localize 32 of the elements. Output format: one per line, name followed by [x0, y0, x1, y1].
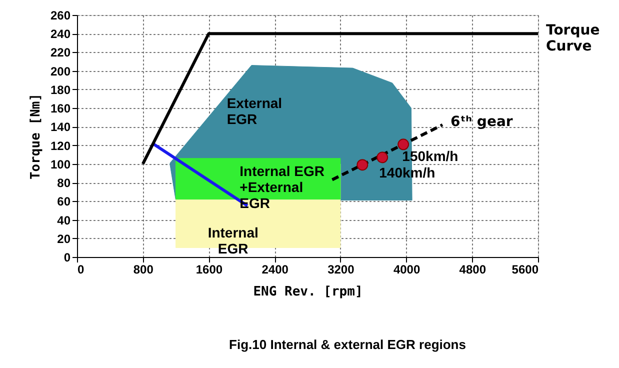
- x-tick-label: 800: [133, 262, 154, 276]
- x-tick-label: 0: [78, 262, 84, 276]
- y-tick-label: 40: [57, 213, 71, 228]
- series-label: 6ᵗʰ gear: [450, 114, 513, 130]
- x-tick-label: 5600: [512, 262, 539, 276]
- annotation: External EGR: [226, 94, 282, 127]
- y-tick-label: 120: [50, 138, 71, 153]
- point: [356, 159, 368, 171]
- x-tick-label: 4800: [459, 262, 486, 276]
- point: [398, 138, 410, 150]
- y-tick-label: 240: [50, 27, 71, 42]
- x-tick-label: 1600: [196, 262, 223, 276]
- point: [376, 152, 388, 164]
- y-axis-title: Torque [Nm]: [28, 93, 44, 180]
- x-tick-label: 3200: [328, 262, 355, 276]
- y-tick-label: 180: [50, 82, 71, 97]
- y-tick-label: 20: [57, 232, 71, 246]
- x-tick-label: 4000: [393, 262, 420, 276]
- series-label: Internal EGR: [208, 224, 258, 257]
- y-tick-label: 260: [50, 8, 71, 22]
- y-tick-label: 160: [50, 102, 71, 116]
- y-tick-label: 140: [50, 120, 71, 134]
- y-tick-label: 100: [50, 157, 71, 172]
- caption: Fig.10 Internal & external EGR regions: [229, 337, 466, 352]
- y-tick-label: 220: [50, 46, 71, 60]
- y-tick-label: 80: [57, 176, 71, 190]
- x-tick-label: 2400: [262, 262, 289, 276]
- y-tick-label: 60: [57, 194, 71, 209]
- x-axis-title: ENG Rev. [rpm]: [253, 284, 363, 300]
- y-tick-label: 200: [50, 64, 71, 78]
- y-tick-label: 0: [64, 250, 71, 264]
- series-label: Torque Curve: [546, 22, 600, 55]
